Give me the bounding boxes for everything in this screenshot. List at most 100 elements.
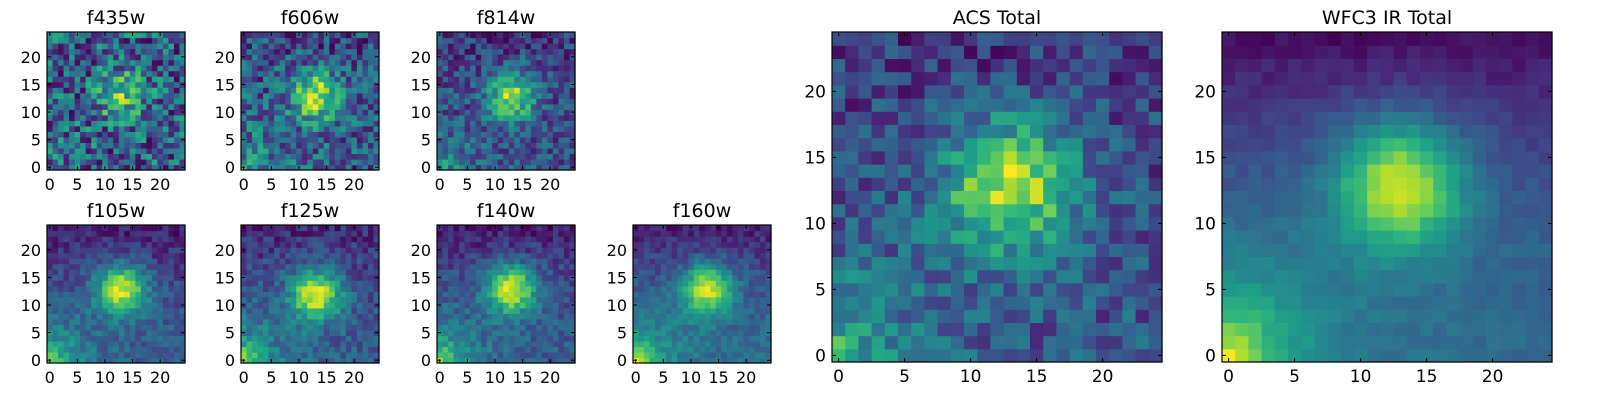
heatmap-cell	[558, 153, 565, 160]
heatmap-cell	[977, 243, 991, 257]
heatmap-cell	[285, 269, 292, 276]
heatmap-cell	[486, 351, 493, 359]
heatmap-cell	[1003, 177, 1018, 191]
heatmap-cell	[503, 87, 510, 94]
heatmap-cell	[290, 103, 297, 110]
heatmap-cell	[274, 280, 281, 287]
heatmap-cell	[470, 291, 477, 298]
heatmap-cell	[129, 59, 136, 66]
heatmap-cell	[541, 98, 548, 105]
heatmap-cell	[362, 285, 369, 292]
x-tick-label: 0	[45, 175, 55, 194]
heatmap-cell	[318, 43, 325, 50]
heatmap-cell	[644, 296, 651, 303]
y-tick-label: 20	[607, 241, 627, 260]
heatmap-cell	[146, 340, 153, 348]
heatmap-cell	[47, 258, 54, 265]
heatmap-cell	[91, 158, 98, 166]
heatmap-cell	[644, 329, 651, 336]
heatmap-cell	[296, 274, 303, 281]
heatmap-cell	[536, 164, 543, 171]
heatmap-cell	[301, 236, 308, 243]
heatmap-cell	[162, 158, 170, 166]
heatmap-cell	[323, 252, 330, 259]
heatmap-cell	[367, 147, 375, 155]
heatmap-cell	[334, 351, 341, 359]
heatmap-cell	[140, 335, 147, 342]
heatmap-cell	[85, 136, 92, 143]
heatmap-cell	[69, 92, 76, 99]
heatmap-cell	[721, 335, 728, 342]
heatmap-cell	[453, 120, 460, 127]
heatmap-cell	[58, 109, 65, 116]
heatmap-cell	[274, 274, 281, 281]
heatmap-cell	[530, 274, 537, 281]
heatmap-cell	[655, 285, 662, 292]
heatmap-cell	[492, 125, 499, 132]
heatmap-cell	[162, 285, 170, 292]
heatmap-cell	[241, 263, 248, 270]
heatmap-cell	[52, 48, 59, 55]
heatmap-cell	[268, 92, 275, 99]
heatmap-cell	[301, 302, 308, 309]
heatmap-cell	[1122, 282, 1137, 297]
heatmap-cell	[129, 131, 136, 138]
heatmap-cell	[486, 313, 493, 320]
heatmap-cell	[638, 307, 645, 314]
heatmap-cell	[285, 65, 292, 72]
heatmap-cell	[58, 318, 65, 325]
heatmap-cell	[318, 230, 325, 237]
heatmap-cell	[704, 351, 711, 359]
heatmap-cell	[74, 241, 81, 248]
heatmap-cell	[140, 307, 147, 314]
heatmap-cell	[693, 280, 700, 287]
heatmap-cell	[140, 54, 147, 61]
heatmap-cell	[721, 258, 728, 265]
heatmap-cell	[80, 280, 87, 287]
heatmap-cell	[91, 357, 98, 364]
heatmap-cell	[453, 318, 460, 325]
heatmap-cell	[754, 236, 761, 243]
heatmap-cell	[710, 258, 717, 265]
heatmap-cell	[748, 241, 756, 248]
heatmap-cell	[660, 241, 667, 248]
heatmap-cell	[536, 313, 543, 320]
heatmap-cell	[536, 70, 543, 77]
heatmap-cell	[340, 302, 347, 309]
heatmap-cell	[373, 258, 380, 265]
heatmap-cell	[102, 153, 109, 160]
heatmap-cell	[151, 131, 158, 138]
heatmap-cell	[373, 269, 380, 276]
heatmap-cell	[437, 65, 444, 72]
heatmap-cell	[246, 247, 253, 254]
heatmap-cell	[135, 296, 142, 303]
heatmap-cell	[285, 307, 292, 314]
heatmap-cell	[268, 340, 275, 348]
heatmap-cell	[168, 296, 175, 303]
heatmap-cell	[990, 150, 1005, 165]
heatmap-cell	[459, 114, 466, 121]
heatmap-cell	[113, 296, 120, 303]
heatmap-cell	[74, 236, 81, 243]
heatmap-cell	[743, 269, 750, 276]
heatmap-cell	[296, 346, 303, 353]
heatmap-cell	[102, 269, 109, 276]
heatmap-cell	[290, 81, 297, 88]
heatmap-cell	[373, 351, 380, 359]
heatmap-cell	[486, 92, 493, 99]
heatmap-cell	[356, 280, 364, 287]
heatmap-cell	[85, 269, 92, 276]
heatmap-cell	[263, 43, 270, 50]
heatmap-cell	[173, 307, 181, 314]
heatmap-cell	[519, 280, 526, 287]
heatmap-cell	[552, 346, 560, 353]
heatmap-cell	[1056, 203, 1071, 218]
heatmap-cell	[459, 307, 466, 314]
heatmap-cell	[845, 256, 859, 271]
heatmap-cell	[102, 280, 109, 287]
heatmap-cell	[279, 236, 286, 243]
heatmap-cell	[146, 65, 153, 72]
heatmap-cell	[356, 225, 364, 232]
heatmap-cell	[475, 329, 482, 336]
heatmap-cell	[437, 241, 444, 248]
